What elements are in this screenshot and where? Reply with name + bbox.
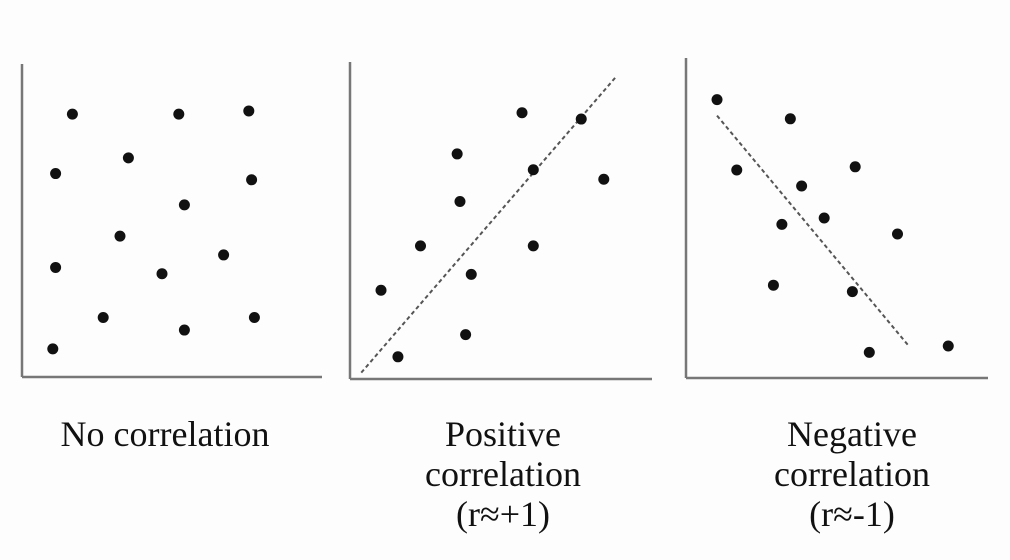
point	[173, 108, 185, 120]
point	[122, 152, 134, 164]
point	[97, 312, 109, 324]
panel-label: Positive correlation (r≈+1)	[425, 414, 581, 534]
trend-line	[360, 77, 616, 374]
point	[243, 105, 255, 117]
point	[849, 161, 861, 173]
point	[731, 164, 743, 176]
point	[50, 168, 62, 180]
point	[516, 107, 528, 119]
point	[415, 240, 426, 252]
point	[460, 329, 472, 341]
point	[248, 312, 260, 324]
point	[66, 108, 78, 120]
point	[178, 199, 190, 211]
point	[575, 113, 587, 125]
point	[776, 218, 788, 230]
point	[598, 173, 610, 185]
point	[818, 212, 830, 224]
point	[114, 230, 126, 242]
point	[892, 228, 903, 240]
panel-label: No correlation	[60, 414, 270, 454]
point	[796, 180, 808, 192]
point	[942, 340, 954, 352]
point	[218, 249, 230, 261]
panel-label: Negative correlation (r≈-1)	[774, 414, 930, 534]
point	[156, 268, 168, 280]
point	[246, 174, 258, 186]
point	[767, 279, 779, 291]
point	[784, 113, 796, 125]
point	[47, 343, 59, 355]
point	[375, 284, 387, 296]
trend-line	[716, 114, 910, 347]
point	[451, 148, 463, 160]
point	[863, 346, 875, 358]
point	[454, 195, 466, 207]
point	[527, 240, 539, 252]
point	[178, 324, 190, 336]
point	[392, 351, 404, 363]
point	[465, 268, 477, 280]
point	[711, 94, 723, 106]
point	[527, 164, 539, 176]
point	[846, 286, 858, 298]
point	[50, 261, 62, 273]
